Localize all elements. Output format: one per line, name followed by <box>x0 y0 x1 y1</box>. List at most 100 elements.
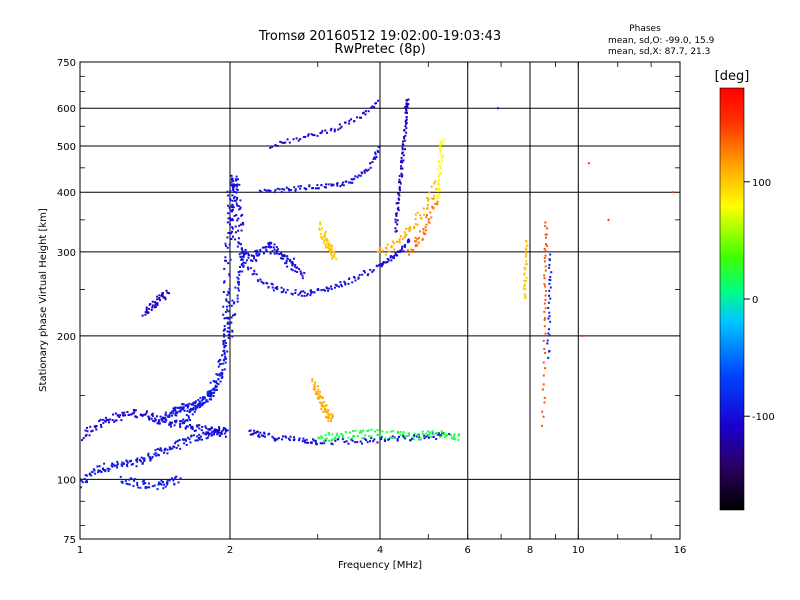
data-point <box>327 419 330 422</box>
data-point <box>354 279 357 282</box>
data-point <box>544 236 547 239</box>
data-point <box>266 282 269 285</box>
data-point <box>413 240 416 243</box>
data-point <box>226 429 229 432</box>
data-point <box>261 246 264 249</box>
data-point <box>189 407 192 410</box>
data-point <box>356 441 359 444</box>
data-point <box>400 165 403 168</box>
data-point <box>214 430 217 433</box>
data-point <box>299 187 302 190</box>
data-point <box>161 294 164 297</box>
data-point <box>324 244 327 247</box>
data-point <box>416 244 419 247</box>
data-point <box>351 178 354 181</box>
data-point <box>215 428 218 431</box>
data-point <box>313 385 316 388</box>
data-point <box>417 433 420 436</box>
data-point <box>226 190 229 193</box>
data-point <box>292 436 295 439</box>
data-point <box>443 138 446 141</box>
data-point <box>164 413 167 416</box>
data-point <box>191 413 194 416</box>
data-point <box>172 479 175 482</box>
data-point <box>332 254 335 257</box>
data-point <box>325 183 328 186</box>
data-point <box>416 433 419 436</box>
data-point <box>327 242 330 245</box>
data-point <box>112 413 115 416</box>
data-point <box>294 289 297 292</box>
data-point <box>257 433 260 436</box>
data-point <box>329 251 332 254</box>
data-point <box>100 426 103 429</box>
data-point <box>144 413 147 416</box>
data-point <box>88 473 91 476</box>
data-point <box>440 166 443 169</box>
data-point <box>316 134 319 137</box>
data-point <box>404 148 407 151</box>
data-point <box>116 460 119 463</box>
data-point <box>166 291 169 294</box>
data-point <box>376 250 379 253</box>
data-point <box>341 183 344 186</box>
data-point <box>307 134 310 137</box>
data-point <box>231 226 234 229</box>
data-point <box>443 433 446 436</box>
data-point <box>125 459 128 462</box>
data-point <box>330 183 333 186</box>
data-point <box>244 248 247 251</box>
data-point <box>85 479 88 482</box>
data-point <box>199 401 202 404</box>
data-point <box>380 262 383 265</box>
data-point <box>222 343 225 346</box>
data-point <box>303 291 306 294</box>
data-point <box>230 184 233 187</box>
data-point <box>367 273 370 276</box>
data-point <box>286 288 289 291</box>
data-point <box>324 415 327 418</box>
data-point <box>177 444 180 447</box>
data-point <box>131 463 134 466</box>
data-point <box>226 221 229 224</box>
data-point <box>371 270 374 273</box>
data-point <box>219 435 222 438</box>
data-point <box>196 406 199 409</box>
data-point <box>193 404 196 407</box>
data-point <box>98 465 101 468</box>
data-point <box>227 333 230 336</box>
data-point <box>547 328 550 331</box>
data-point <box>378 250 381 253</box>
data-point <box>331 433 334 436</box>
data-point <box>351 181 354 184</box>
data-point <box>226 322 229 325</box>
data-point <box>416 211 419 214</box>
data-point <box>350 438 353 441</box>
data-point <box>526 263 529 266</box>
data-point <box>269 146 272 149</box>
data-point <box>165 289 168 292</box>
data-point <box>217 383 220 386</box>
data-point <box>336 438 339 441</box>
data-point <box>437 196 440 199</box>
data-point <box>175 414 178 417</box>
data-point <box>321 436 324 439</box>
data-point <box>394 252 397 255</box>
data-point <box>320 184 323 187</box>
data-point <box>205 432 208 435</box>
data-point <box>404 437 407 440</box>
data-point <box>288 141 291 144</box>
data-point <box>213 387 216 390</box>
data-point <box>548 263 551 266</box>
data-point <box>285 261 288 264</box>
data-point <box>362 269 365 272</box>
data-point <box>544 221 547 224</box>
data-point <box>364 168 367 171</box>
data-point <box>254 250 257 253</box>
data-point <box>215 380 218 383</box>
data-point <box>281 257 284 260</box>
data-point <box>273 439 276 442</box>
data-point <box>382 261 385 264</box>
data-point <box>296 270 299 273</box>
data-point <box>413 225 416 228</box>
